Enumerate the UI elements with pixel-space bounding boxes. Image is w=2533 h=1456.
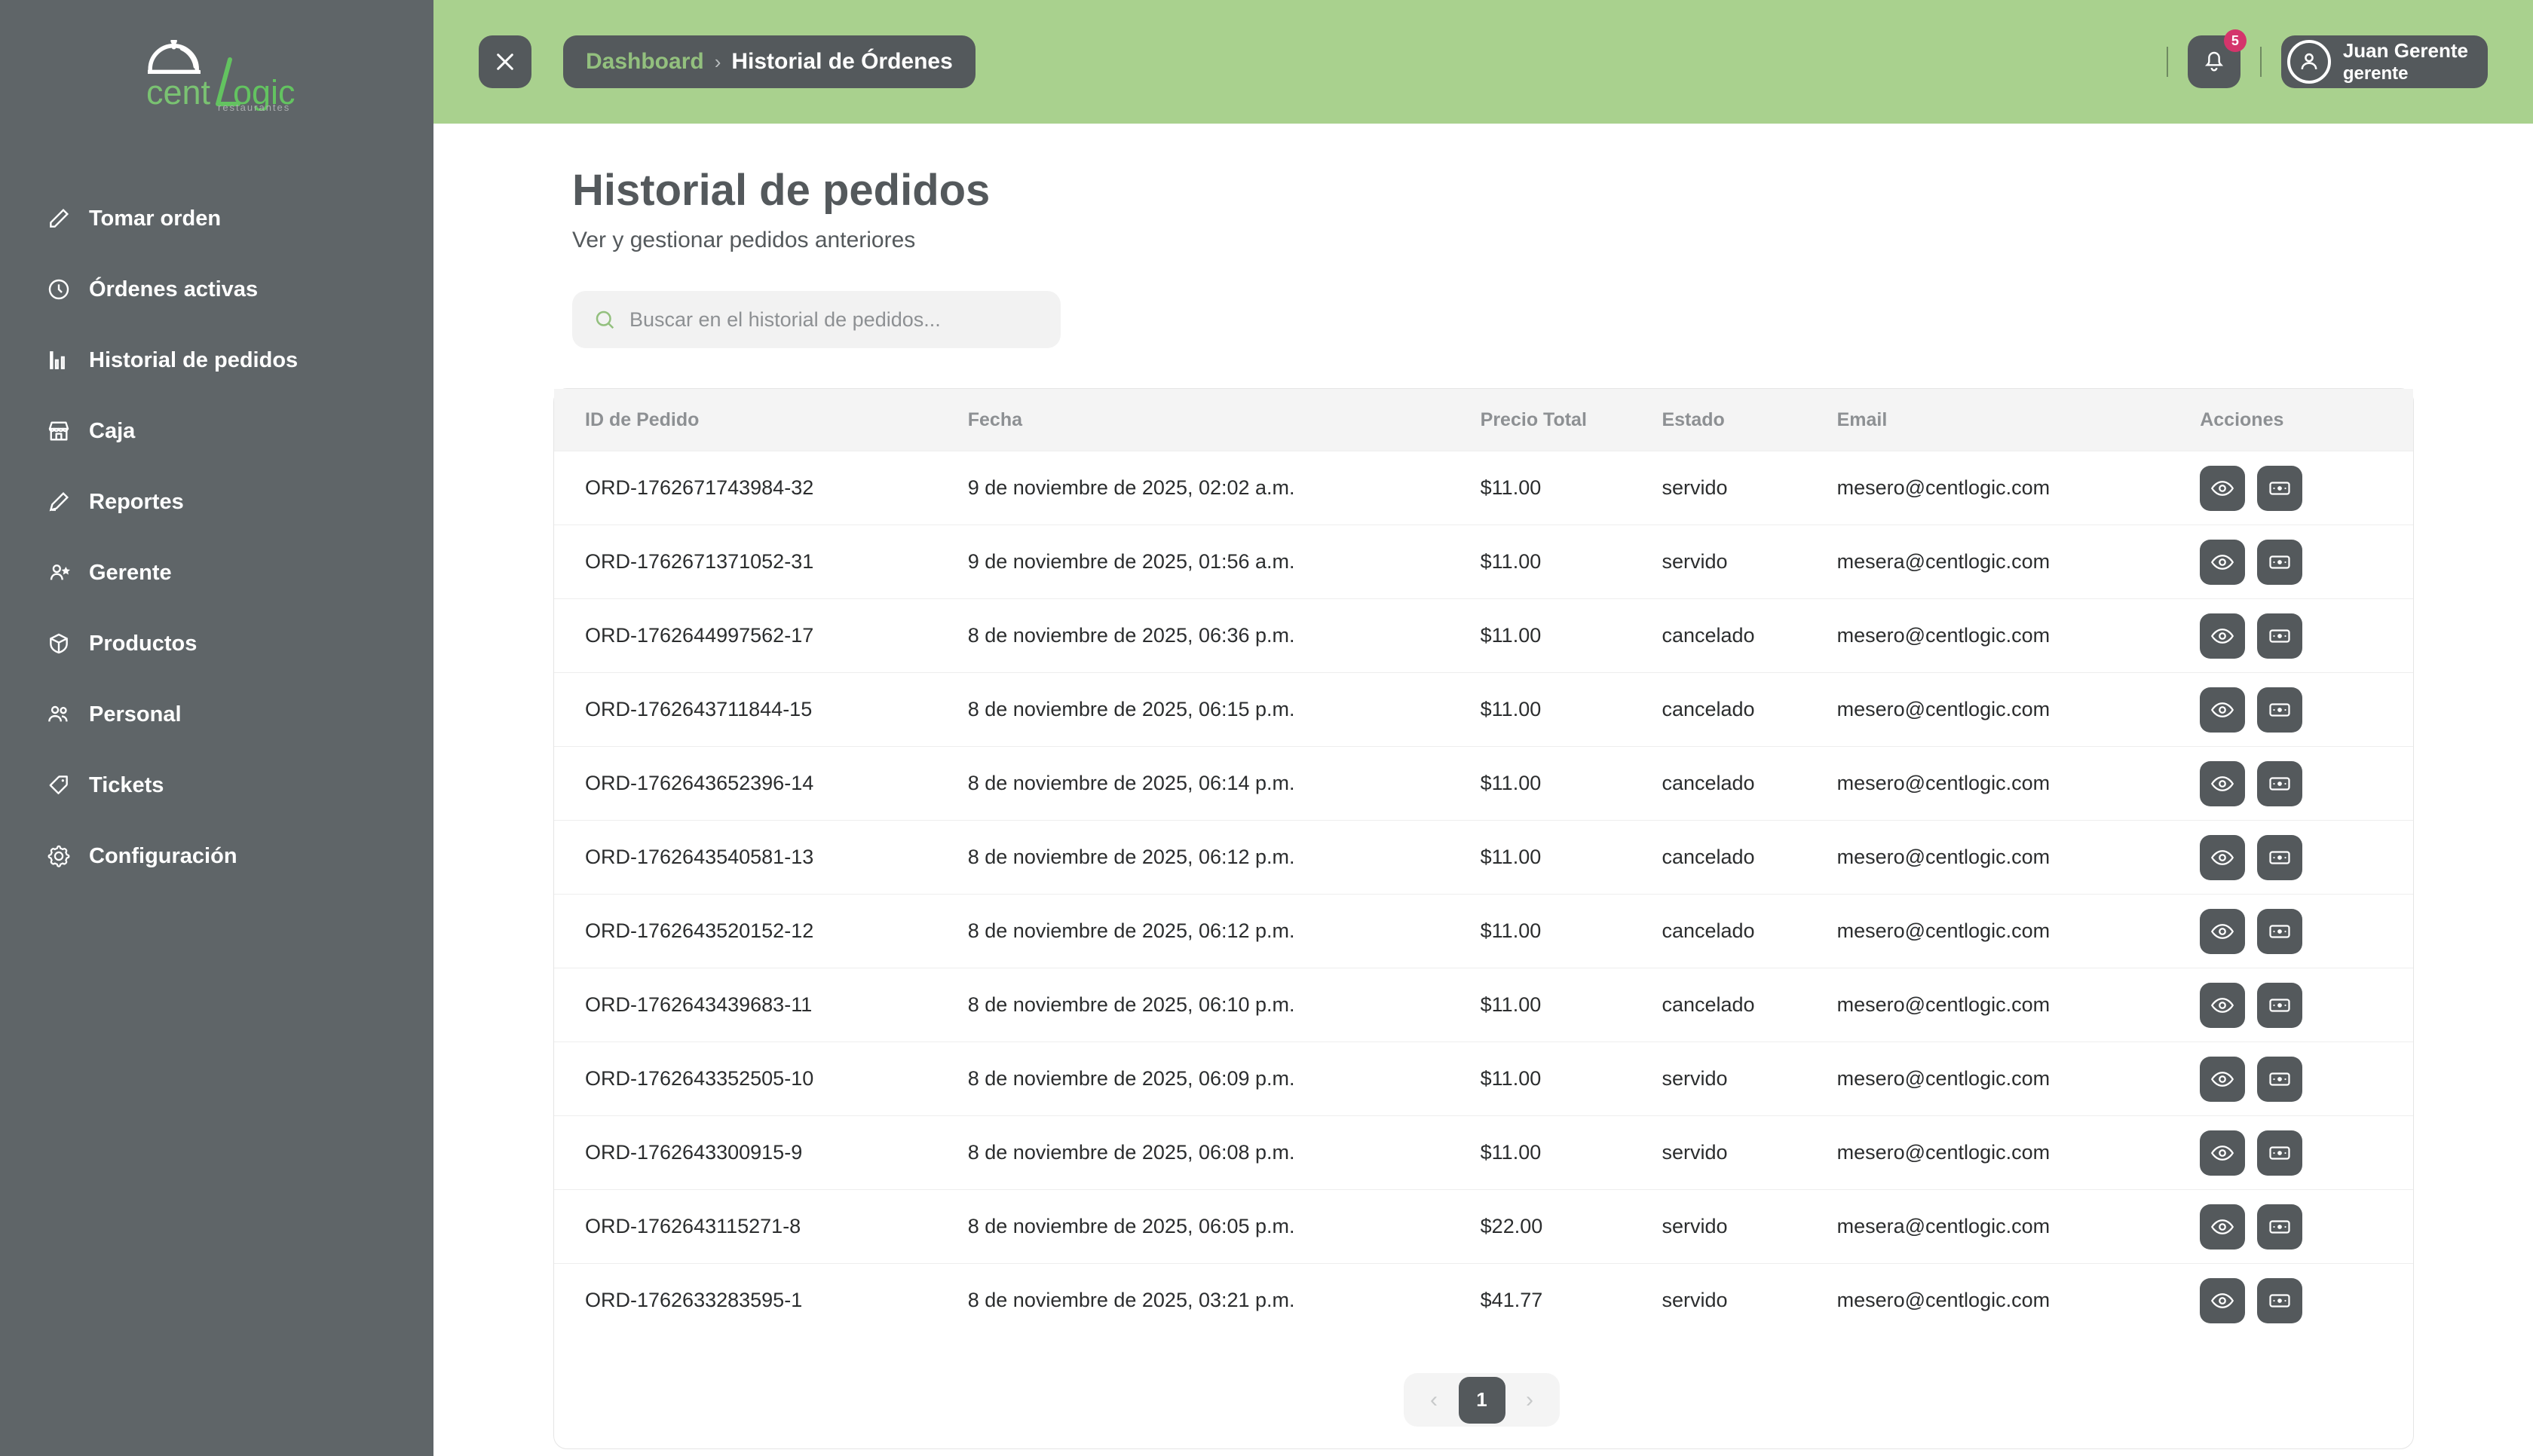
svg-text:cent: cent — [146, 73, 211, 111]
svg-text:restaurantes: restaurantes — [218, 102, 290, 111]
